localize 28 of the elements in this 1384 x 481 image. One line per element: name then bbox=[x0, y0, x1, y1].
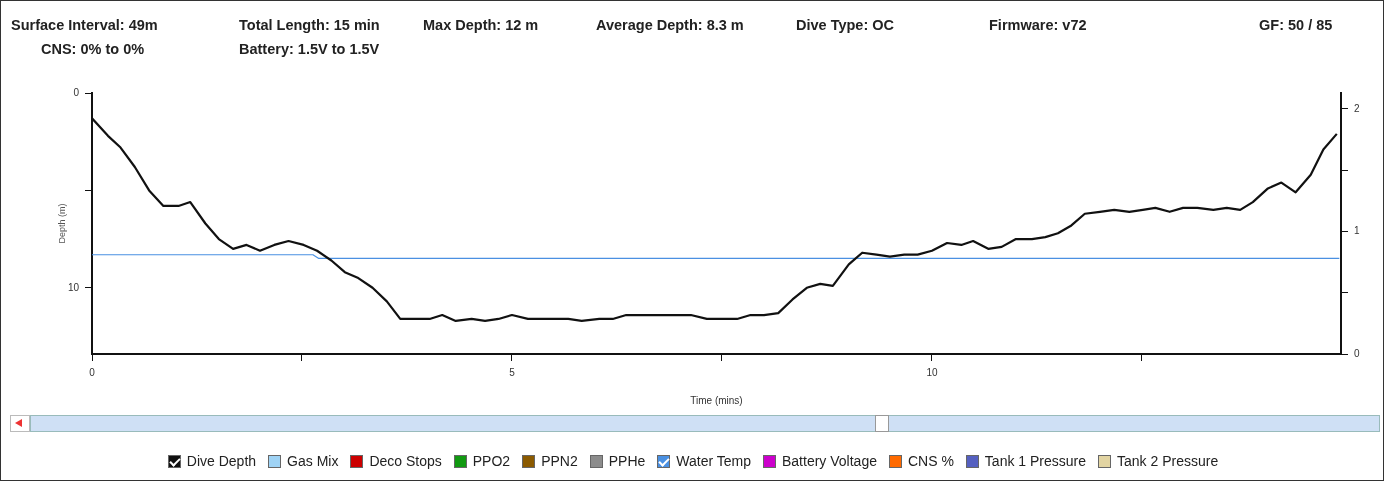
x-axis-title: Time (mins) bbox=[690, 394, 743, 406]
x-tick-label: 0 bbox=[89, 366, 96, 378]
text: Firmware: v72 bbox=[989, 17, 1087, 33]
x-tick-label: 10 bbox=[926, 366, 938, 378]
legend-label: PPN2 bbox=[541, 453, 578, 469]
x-tick-label: 5 bbox=[509, 366, 516, 378]
text: CNS: 0% to 0% bbox=[41, 41, 145, 57]
text: Max Depth: 12 m bbox=[423, 17, 539, 33]
legend-label: Battery Voltage bbox=[782, 453, 877, 469]
text: Dive Type: OC bbox=[796, 17, 895, 33]
y-axis-title: Depth (m) bbox=[56, 203, 67, 244]
legend-label: PPHe bbox=[608, 453, 646, 469]
y2-tick-label: 2 bbox=[1354, 102, 1360, 114]
legend-label: Tank 2 Pressure bbox=[1117, 453, 1219, 469]
text: Total Length: 15 min bbox=[239, 17, 380, 33]
legend-label: Gas Mix bbox=[287, 453, 339, 469]
text: GF: 50 / 85 bbox=[1259, 17, 1333, 33]
text: Surface Interval: 49m bbox=[11, 17, 158, 33]
text: Battery: 1.5V to 1.5V bbox=[239, 41, 380, 57]
text: Average Depth: 8.3 m bbox=[596, 17, 744, 33]
legend-label: CNS % bbox=[907, 453, 954, 469]
legend-label: Tank 1 Pressure bbox=[984, 453, 1087, 469]
legend-label: Deco Stops bbox=[369, 453, 442, 469]
legend-label: Dive Depth bbox=[186, 453, 257, 469]
legend-label: PPO2 bbox=[472, 453, 511, 469]
y2-tick-label: 0 bbox=[1354, 347, 1360, 359]
legend-label: Water Temp bbox=[676, 453, 751, 469]
y2-tick-label: 1 bbox=[1354, 225, 1360, 237]
